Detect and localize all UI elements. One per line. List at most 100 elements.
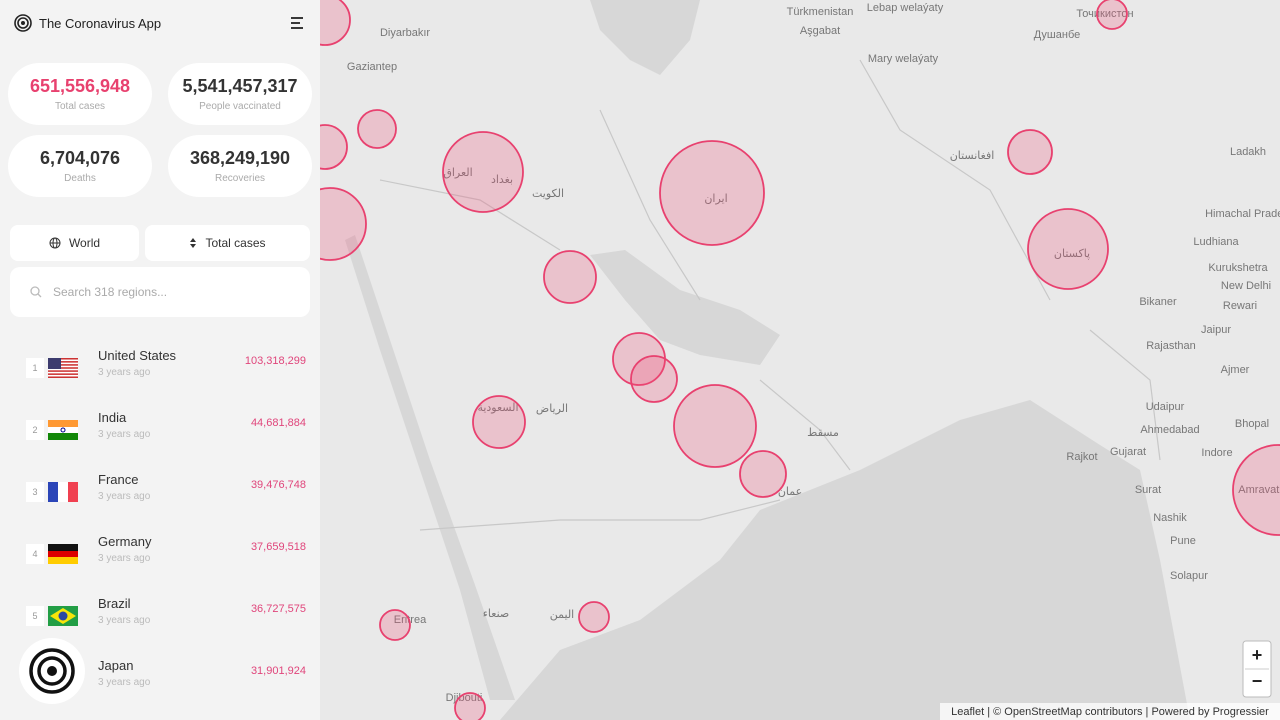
map[interactable]: Türkmenistan Aşgabat Mary welaýaty Lebap we…: [320, 0, 1280, 720]
case-bubble[interactable]: [739, 450, 787, 498]
region-name: India: [98, 410, 127, 425]
rank: 5: [26, 606, 44, 626]
case-bubble[interactable]: [320, 187, 367, 261]
flag: [48, 358, 78, 378]
region-label: World: [68, 236, 101, 250]
map-label: Himachal Pradesh: [1205, 208, 1280, 220]
region-cases: 37,659,518: [250, 541, 306, 553]
case-bubble[interactable]: [357, 109, 397, 149]
map-label: Nashik: [1153, 512, 1187, 524]
case-bubble[interactable]: [320, 0, 351, 46]
region-cases: 44,681,884: [250, 417, 306, 429]
sort-label: Total cases: [205, 236, 266, 250]
region-name: United States: [98, 348, 177, 363]
rank: 4: [26, 544, 44, 564]
flag: [48, 544, 78, 564]
map-label: Bhopal: [1235, 418, 1269, 430]
case-bubble[interactable]: [673, 384, 757, 468]
case-bubble[interactable]: [543, 250, 597, 304]
floating-button[interactable]: [19, 638, 85, 704]
case-bubble[interactable]: [1007, 129, 1053, 175]
map-label: Ajmer: [1221, 364, 1250, 376]
region-row[interactable]: 5 Brazil 3 years ago 36,727,575: [0, 588, 320, 644]
stat-value: 5,541,457,317: [182, 76, 298, 96]
menu-button[interactable]: [290, 16, 304, 30]
map-label: پاکستان: [1054, 248, 1090, 260]
region-cases: 39,476,748: [250, 479, 306, 491]
map-label: Eritrea: [394, 614, 427, 626]
case-bubble[interactable]: [1027, 208, 1109, 290]
zoom-out[interactable]: −: [1252, 671, 1263, 691]
map-label: العراق: [443, 167, 472, 179]
sort-button[interactable]: Total cases: [145, 225, 310, 261]
case-bubble[interactable]: [1232, 444, 1280, 536]
stat-card: 5,541,457,317 People vaccinated: [168, 63, 312, 125]
persian-gulf: [590, 250, 780, 365]
map-label: Rajasthan: [1146, 340, 1196, 352]
zoom-in[interactable]: +: [1252, 645, 1263, 665]
map-label: الرياض: [536, 403, 568, 415]
case-bubble[interactable]: [320, 124, 348, 170]
map-label: صنعاء: [483, 608, 510, 620]
stat-card: 368,249,190 Recoveries: [168, 135, 312, 197]
attribution: Leaflet | © OpenStreetMap contributors |…: [951, 706, 1269, 718]
map-label: Udaipur: [1146, 401, 1185, 413]
map-label: Djibouti: [446, 692, 483, 704]
caspian-sea: [590, 0, 700, 75]
map-label: Surat: [1135, 484, 1161, 496]
case-bubble[interactable]: [379, 609, 411, 641]
case-bubble[interactable]: [630, 355, 678, 403]
sidebar: The Coronavirus App 651,556,948 Total cas…: [0, 0, 320, 720]
stat-value: 651,556,948: [29, 76, 131, 96]
map-label: Kurukshetra: [1208, 262, 1268, 274]
case-bubble[interactable]: [442, 131, 524, 213]
map-label: Solapur: [1170, 570, 1208, 582]
map-label: ايران: [704, 193, 727, 205]
region-cases: 103,318,299: [244, 355, 306, 367]
map-label: Mary welaýaty: [868, 53, 939, 65]
map-label: Jaipur: [1201, 324, 1231, 336]
map-label: Rewari: [1223, 300, 1257, 312]
search-box[interactable]: Search 318 regions...: [10, 267, 310, 317]
region-updated: 3 years ago: [98, 367, 151, 378]
case-bubble[interactable]: [1096, 0, 1128, 30]
stat-label: People vaccinated: [199, 101, 281, 112]
map-label: الكويت: [532, 188, 564, 200]
map-label: New Delhi: [1221, 280, 1271, 292]
region-name: Brazil: [98, 596, 131, 611]
arabian-sea: [500, 400, 1190, 720]
region-row[interactable]: 2 India 3 years ago 44,681,884: [0, 402, 320, 458]
map-label: Aşgabat: [800, 25, 840, 37]
map-label: Indore: [1201, 447, 1232, 459]
borders: [379, 59, 1161, 531]
region-updated: 3 years ago: [98, 553, 151, 564]
region-row[interactable]: 4 Germany 3 years ago 37,659,518: [0, 526, 320, 582]
stat-label: Total cases: [54, 101, 106, 112]
map-label: Точикистон: [1076, 8, 1133, 20]
case-bubble[interactable]: [472, 395, 526, 449]
search-placeholder: Search 318 regions...: [53, 285, 168, 299]
stat-card: 651,556,948 Total cases: [8, 63, 152, 125]
case-bubble[interactable]: [578, 601, 610, 633]
case-bubble[interactable]: [454, 692, 486, 720]
case-bubble[interactable]: [659, 140, 765, 246]
map-label: بغداد: [491, 174, 513, 186]
stat-value: 6,704,076: [39, 148, 121, 168]
map-label: عمان: [778, 486, 802, 498]
flag: [48, 420, 78, 440]
region-row[interactable]: 1 United States 3 years ago 103,318,299: [0, 340, 320, 396]
globe-icon: [49, 237, 61, 249]
region-updated: 3 years ago: [98, 615, 151, 626]
map-labels: Türkmenistan Aşgabat Mary welaýaty Lebap we…: [347, 2, 1280, 704]
rank: 1: [26, 358, 44, 378]
region-button[interactable]: World: [10, 225, 139, 261]
map-label: Ludhiana: [1193, 236, 1239, 248]
map-label: Diyarbakır: [380, 27, 430, 39]
rank: 2: [26, 420, 44, 440]
region-updated: 3 years ago: [98, 491, 151, 502]
map-label: Pune: [1170, 535, 1196, 547]
region-row[interactable]: 3 France 3 years ago 39,476,748: [0, 464, 320, 520]
flag: [48, 482, 78, 502]
stat-card: 6,704,076 Deaths: [8, 135, 152, 197]
map-label: Lebap welaýaty: [867, 2, 944, 14]
